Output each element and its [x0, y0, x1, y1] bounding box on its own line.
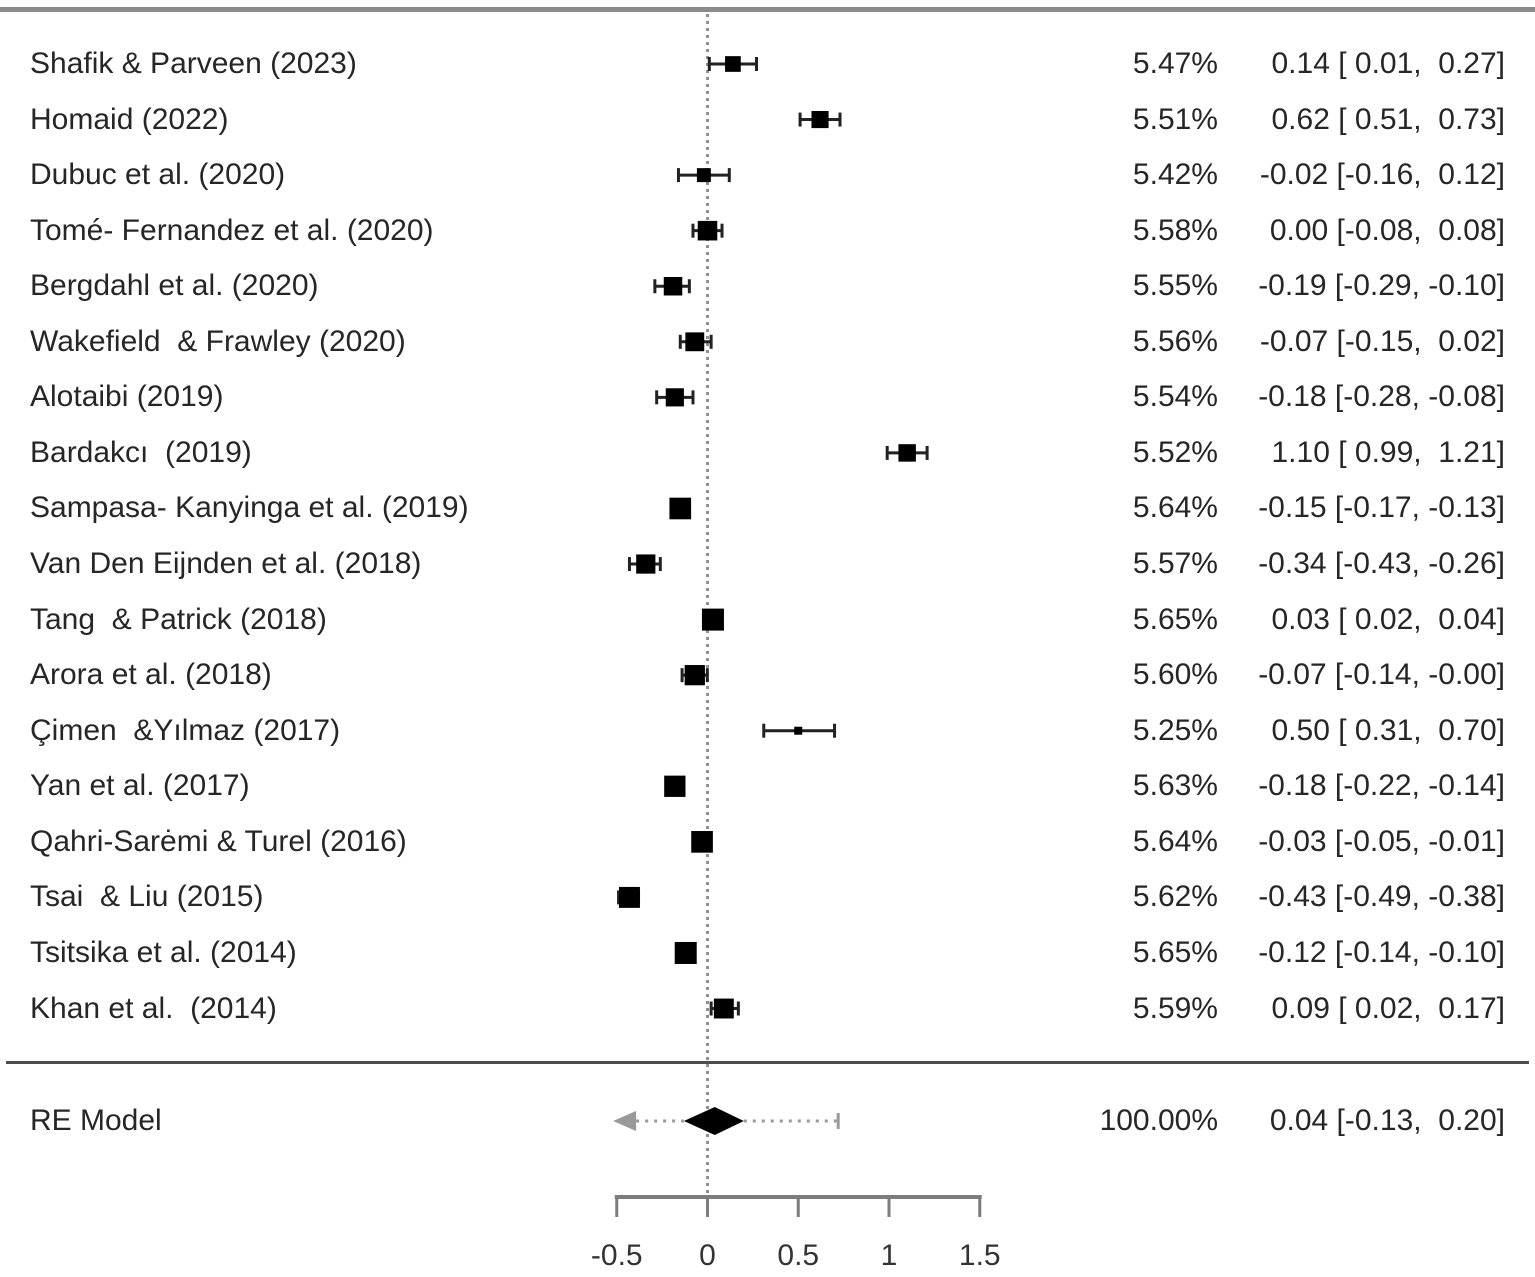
x-axis-tick-label: 1.5: [958, 1239, 1001, 1272]
study-estimate: 0.14 [ 0.01, 0.27]: [1271, 47, 1505, 80]
truncation-arrow-icon: [613, 1111, 637, 1131]
effect-square: [669, 497, 692, 520]
study-weight: 5.55%: [1132, 269, 1218, 303]
effect-square: [684, 665, 705, 686]
effect-square: [811, 111, 829, 129]
study-label: Tsai & Liu (2015): [30, 880, 264, 914]
study-weight: 5.42%: [1132, 158, 1218, 192]
study-weight: 5.56%: [1132, 324, 1218, 358]
study-estimate: 1.10 [ 0.99, 1.21]: [1271, 435, 1505, 469]
study-estimate: 0.00 [-0.08, 0.08]: [1269, 213, 1505, 247]
study-label: Wakefield & Frawley (2020): [30, 324, 406, 358]
study-label: Homaid (2022): [30, 102, 229, 136]
study-weight: 5.58%: [1132, 213, 1218, 247]
study-label: Tomé- Fernandez et al. (2020): [30, 213, 434, 247]
effect-square: [663, 276, 683, 296]
study-label: Tang & Patrick (2018): [30, 602, 327, 636]
x-axis-tick-label: 0.5: [777, 1239, 820, 1272]
study-weight: 5.64%: [1132, 824, 1218, 858]
effect-square: [697, 220, 718, 241]
study-weight: 5.51%: [1132, 102, 1218, 136]
study-weight: 5.62%: [1132, 880, 1218, 914]
study-weight: 5.47%: [1132, 47, 1218, 80]
effect-square: [691, 831, 713, 853]
study-estimate: -0.34 [-0.43, -0.26]: [1258, 547, 1505, 581]
study-estimate: -0.07 [-0.14, -0.00]: [1258, 658, 1505, 692]
study-weight: 5.57%: [1132, 547, 1218, 581]
effect-square: [701, 608, 724, 631]
study-label: Arora et al. (2018): [30, 658, 272, 692]
study-label: Shafik & Parveen (2023): [30, 47, 357, 80]
re-model-label: RE Model: [30, 1104, 162, 1137]
study-estimate: -0.43 [-0.49, -0.38]: [1258, 880, 1505, 914]
study-estimate: 0.09 [ 0.02, 0.17]: [1271, 991, 1505, 1025]
effect-square: [725, 56, 741, 72]
top-rule: [0, 7, 1535, 12]
study-label: Sampasa- Kanyinga et al. (2019): [30, 491, 469, 525]
study-label: Çimen &Yılmaz (2017): [30, 713, 341, 747]
study-label: Bardakcı (2019): [30, 435, 252, 469]
study-estimate: -0.02 [-0.16, 0.12]: [1259, 158, 1505, 192]
study-estimate: -0.03 [-0.05, -0.01]: [1258, 824, 1505, 858]
effect-square: [674, 941, 697, 964]
study-estimate: 0.03 [ 0.02, 0.04]: [1271, 602, 1505, 636]
study-weight: 5.52%: [1132, 435, 1218, 469]
x-axis-tick-label: 0: [699, 1239, 716, 1272]
effect-square: [618, 886, 640, 908]
study-weight: 5.60%: [1132, 658, 1218, 692]
study-estimate: -0.15 [-0.17, -0.13]: [1258, 491, 1505, 525]
x-axis-tick-label: -0.5: [590, 1239, 643, 1272]
summary-diamond: [683, 1107, 744, 1135]
study-estimate: 0.62 [ 0.51, 0.73]: [1271, 102, 1505, 136]
effect-square: [794, 726, 803, 735]
study-label: Dubuc et al. (2020): [30, 158, 286, 192]
effect-square: [696, 168, 711, 183]
re-model-weight: 100.00%: [1099, 1104, 1218, 1137]
study-label: Alotaibi (2019): [30, 380, 224, 414]
study-label: Bergdahl et al. (2020): [30, 269, 319, 303]
summary-separator-line: [6, 1061, 1529, 1064]
study-estimate: -0.07 [-0.15, 0.02]: [1259, 324, 1505, 358]
study-estimate: -0.12 [-0.14, -0.10]: [1258, 935, 1505, 969]
effect-square: [898, 444, 916, 462]
study-estimate: 0.50 [ 0.31, 0.70]: [1271, 713, 1505, 747]
study-weight: 5.64%: [1132, 491, 1218, 525]
study-weight: 5.63%: [1132, 769, 1218, 803]
study-label: Van Den Eijnden et al. (2018): [30, 547, 422, 581]
study-weight: 5.54%: [1132, 380, 1218, 414]
effect-square: [665, 388, 684, 407]
study-estimate: -0.18 [-0.22, -0.14]: [1258, 769, 1505, 803]
study-weight: 5.25%: [1132, 713, 1218, 747]
x-axis-tick-label: 1: [880, 1239, 898, 1272]
study-label: Tsitsika et al. (2014): [30, 935, 297, 969]
effect-square: [636, 554, 656, 574]
effect-square: [713, 998, 734, 1019]
effect-square: [664, 775, 686, 797]
study-label: Khan et al. (2014): [30, 991, 277, 1025]
study-weight: 5.59%: [1132, 991, 1218, 1025]
effect-square: [685, 332, 705, 352]
study-weight: 5.65%: [1132, 602, 1218, 636]
study-label: Qahri-Sarėmi & Turel (2016): [30, 824, 407, 858]
study-estimate: -0.19 [-0.29, -0.10]: [1258, 269, 1505, 303]
re-model-estimate: 0.04 [-0.13, 0.20]: [1269, 1104, 1505, 1137]
study-weight: 5.65%: [1132, 935, 1218, 969]
study-estimate: -0.18 [-0.28, -0.08]: [1258, 380, 1505, 414]
study-label: Yan et al. (2017): [30, 769, 250, 803]
